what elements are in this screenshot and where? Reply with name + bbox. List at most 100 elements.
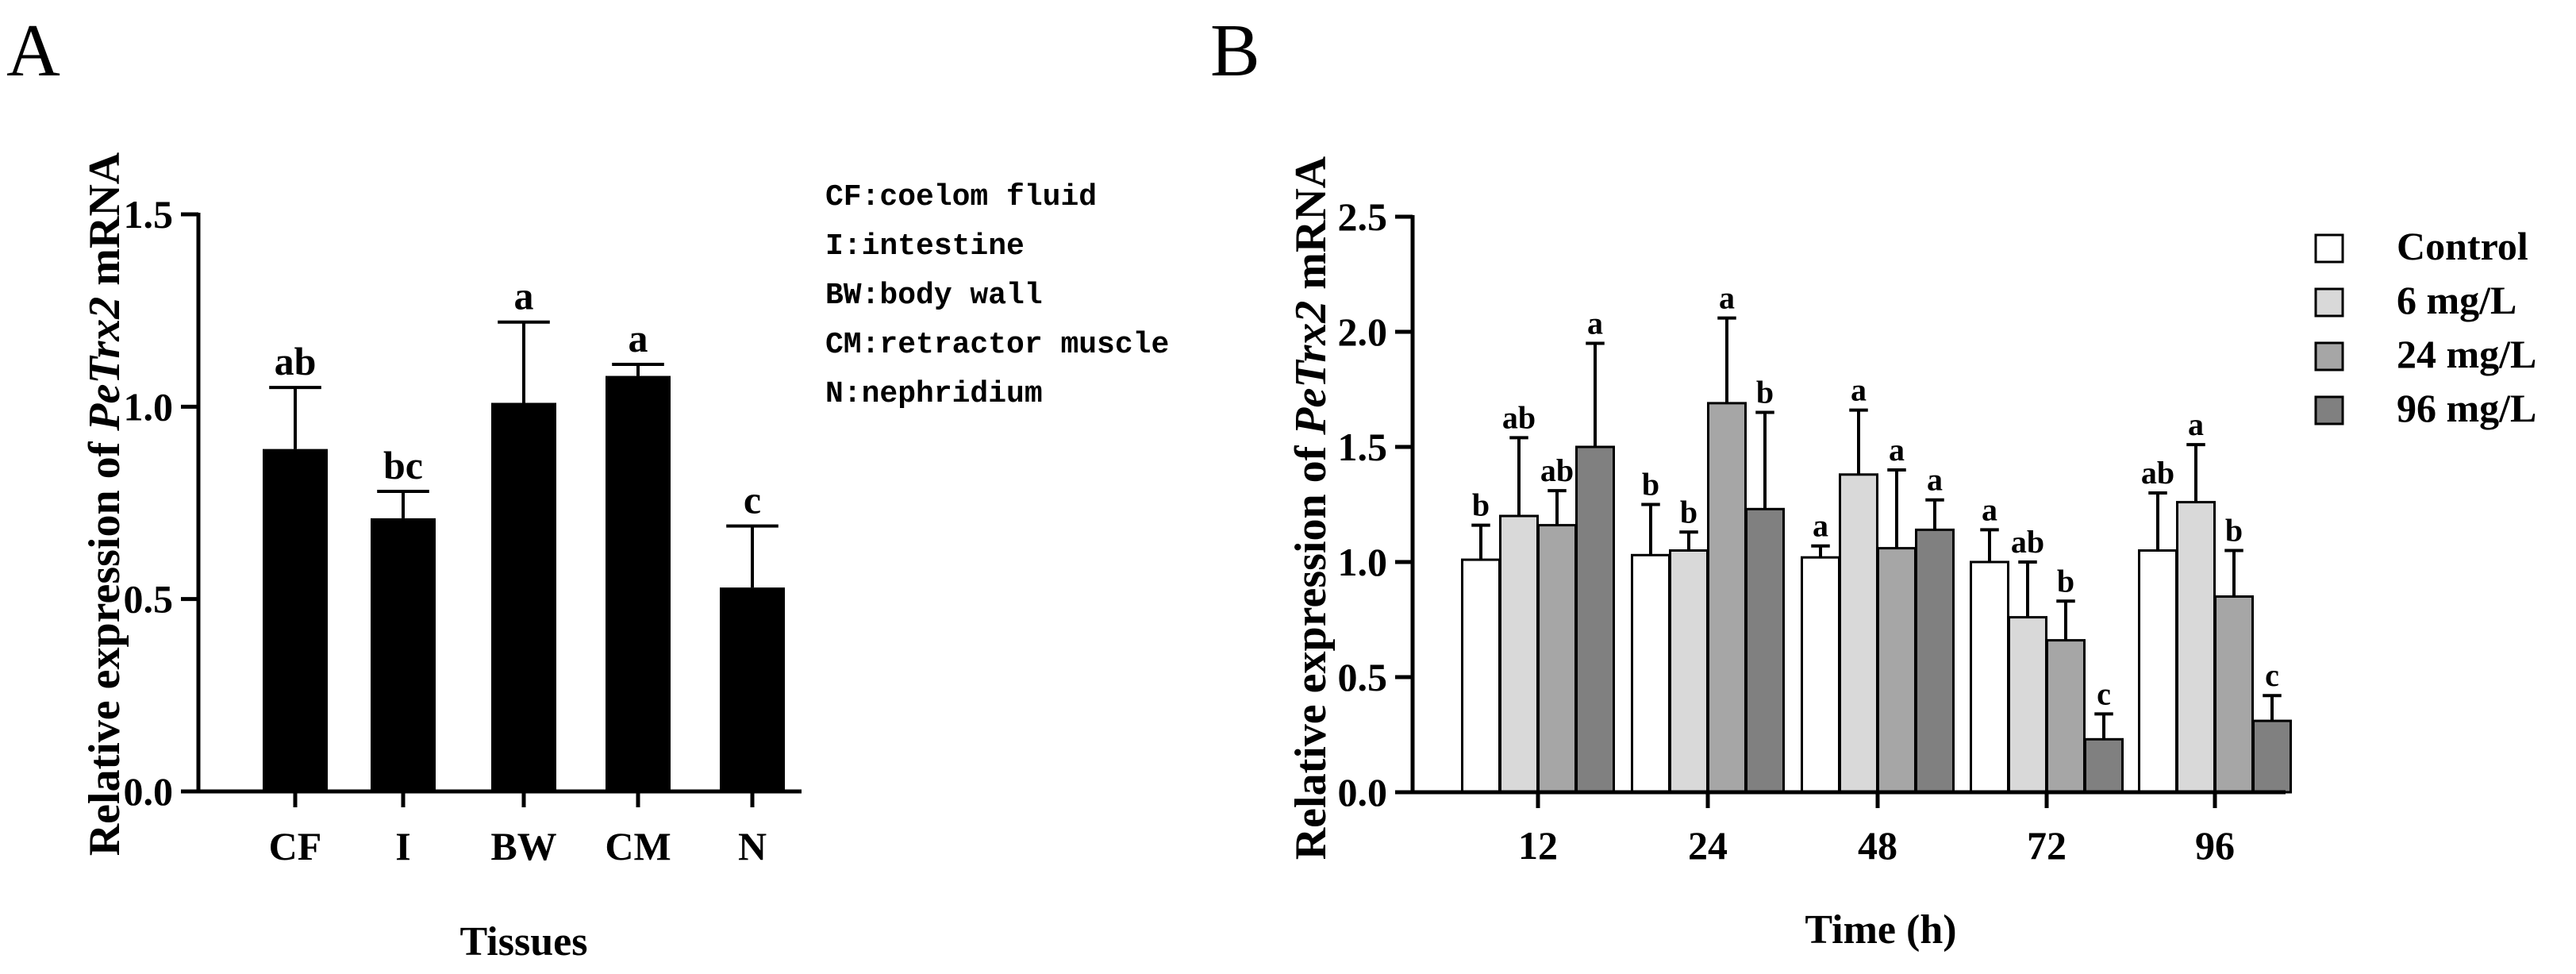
panel-a-legend-entry: CF:coelom fluid: [825, 180, 1097, 214]
panel-b-significance-letter: ab: [2141, 455, 2174, 491]
panel-b-significance-letter: a: [1587, 306, 1603, 341]
panel-a-bar: [720, 587, 785, 791]
panel-a-axes: [196, 213, 802, 794]
panel-b-y-tick-label: 0.5: [1338, 655, 1388, 699]
panel-a-bar-group: a: [491, 274, 556, 791]
panel-a-error-bar: [726, 524, 779, 588]
panel-b-bar: [2008, 616, 2047, 794]
panel-b-error-bar: [2018, 560, 2037, 618]
panel-b-bar: [1745, 507, 1785, 794]
panel-a-y-tick-label: 0.0: [124, 769, 174, 814]
panel-b-significance-letter: c: [2265, 657, 2279, 693]
panel-b-error-bar: [1811, 544, 1830, 558]
panel-a-x-tick-label: BW: [490, 824, 556, 868]
panel-b-error-bar: [1980, 528, 1999, 562]
panel-b-error-bar: [1471, 523, 1490, 560]
panel-b-significance-letter: c: [2097, 676, 2111, 711]
panel-b-error-bar: [2263, 694, 2282, 722]
panel-b-bar: [2138, 549, 2178, 794]
panel-a-y-tick-label: 1.5: [124, 192, 174, 237]
panel-b-significance-letter: a: [1813, 508, 1828, 544]
panel-b-bar: [1877, 547, 1917, 794]
panel-a-significance-letter: c: [744, 478, 761, 522]
panel-b-bar: [1915, 528, 1955, 794]
panel-a-x-tick-label: I: [395, 824, 410, 868]
panel-a-bar-group: bc: [371, 443, 436, 791]
panel-a-error-bar: [498, 320, 550, 403]
panel-a-significance-letter: bc: [383, 443, 423, 487]
panel-b-legend-label: Control: [2397, 224, 2528, 268]
panel-b-error-bar: [2186, 443, 2205, 502]
panel-a-bar: [371, 518, 436, 791]
panel-a-y-tick-label: 0.5: [124, 577, 174, 622]
panel-a-legend-entry: N:nephridium: [825, 377, 1043, 411]
panel-a-letter: A: [6, 10, 60, 92]
panel-b-bar: [2176, 501, 2216, 794]
panel-b-legend-item: 24 mg/L: [2314, 332, 2536, 376]
panel-b: B Relative expression of PeTrx2 mRNA 0.0…: [1210, 10, 2536, 953]
panel-a-y-axis-title: Relative expression of PeTrx2 mRNA: [80, 152, 129, 856]
panel-b-significance-letter: ab: [1502, 399, 1536, 435]
panel-b-bar: [1970, 560, 2009, 794]
panel-a-bar-group: ab: [263, 339, 328, 791]
panel-b-y-tick-label: 2.0: [1338, 310, 1388, 354]
panel-b-significance-letter: ab: [2011, 524, 2044, 560]
panel-b-bar: [1631, 553, 1671, 794]
panel-b-bar: [1537, 524, 1577, 794]
panel-b-significance-letter: ab: [1540, 452, 1574, 488]
panel-b-x-tick-label: 72: [2027, 823, 2067, 868]
panel-b-bar: [1461, 558, 1501, 794]
panel-b-error-bar: [2056, 599, 2075, 641]
panel-b-legend: Control 6 mg/L 24 mg/L 96 mg/L: [2314, 224, 2536, 430]
panel-b-error-bar: [2094, 712, 2113, 740]
panel-b-y-tick-label: 1.5: [1338, 425, 1388, 469]
panel-a-bar: [606, 375, 671, 791]
panel-b-significance-letter: a: [1719, 280, 1735, 316]
panel-b-y-tick-label: 0.0: [1338, 770, 1388, 814]
panel-b-bar: [2046, 639, 2086, 794]
panel-b-error-bar: [1586, 341, 1605, 447]
panel-b-bar: [1669, 549, 1709, 794]
panel-b-significance-letter: b: [1680, 494, 1697, 529]
panel-a-x-tick-label: CM: [605, 824, 671, 868]
panel-b-legend-swatch: [2314, 341, 2344, 372]
panel-b-error-bar: [1887, 468, 1906, 549]
panel-b-axes: [1410, 215, 2286, 795]
panel-b-x-ticks: 12 24 48 72 96: [1518, 792, 2235, 868]
panel-b-significance-letter: b: [2225, 513, 2243, 549]
panel-b-y-axis-title: Relative expression of PeTrx2 mRNA: [1286, 156, 1336, 860]
panel-b-error-bar: [1679, 530, 1698, 551]
panel-a-x-tick-label: CF: [269, 824, 322, 868]
panel-a-x-axis-title: Tissues: [460, 919, 588, 964]
panel-b-bar: [2084, 737, 2124, 794]
panel-b-significance-letter: a: [2188, 406, 2204, 442]
panel-b-error-bar: [1548, 489, 1567, 525]
panel-b-bar: [2214, 595, 2254, 794]
panel-b-significance-letter: a: [1889, 432, 1905, 468]
panel-b-legend-item: Control: [2314, 224, 2528, 268]
panel-a-legend-entry: I:intestine: [825, 229, 1025, 264]
panel-a-significance-letter: a: [514, 274, 534, 318]
panel-b-legend-item: 6 mg/L: [2314, 278, 2516, 322]
panel-a-x-tick-label: N: [738, 824, 767, 868]
panel-a-bars: ab bc a a c: [263, 274, 785, 791]
panel-b-error-bar: [1755, 410, 1774, 510]
panel-b-bar: [1839, 473, 1878, 794]
panel-b-bar: [1801, 556, 1840, 794]
panel-b-error-bar: [1509, 436, 1528, 516]
panel-b-error-bar: [1717, 316, 1736, 403]
panel-b-significance-letter: a: [1927, 462, 1943, 498]
panel-b-bar: [1575, 445, 1615, 794]
panel-b-significance-letter: b: [1756, 375, 1774, 410]
panel-b-bar: [2252, 719, 2292, 794]
panel-b-x-tick-label: 96: [2195, 823, 2235, 868]
panel-b-bar: [1499, 514, 1539, 794]
panel-a-x-ticks: CF I BW CM N: [269, 791, 767, 868]
